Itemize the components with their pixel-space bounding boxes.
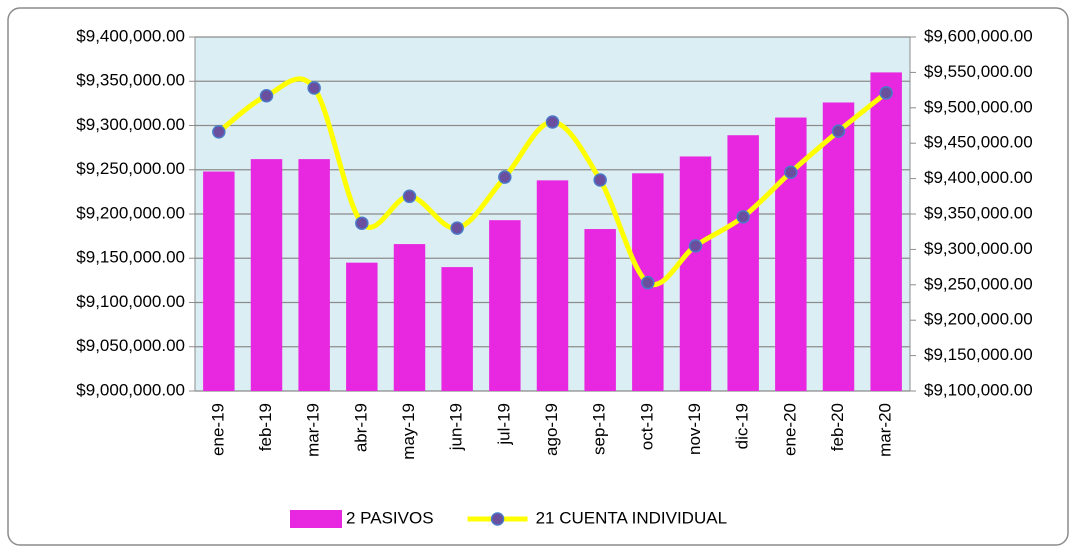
y-tick-label: $9,000,000.00 <box>76 380 185 399</box>
y2-tick-label: $9,300,000.00 <box>924 239 1033 258</box>
x-tick-label: nov-19 <box>685 403 704 455</box>
line-marker <box>688 239 703 253</box>
y-tick-label: $9,150,000.00 <box>76 248 185 267</box>
line-marker <box>402 189 417 204</box>
line-marker <box>259 89 274 103</box>
y2-tick-label: $9,250,000.00 <box>924 274 1033 293</box>
y-tick-label: $9,200,000.00 <box>76 203 185 222</box>
y2-tick-label: $9,600,000.00 <box>924 26 1033 45</box>
y-tick-label: $9,050,000.00 <box>76 336 185 355</box>
legend-swatch <box>290 510 342 528</box>
line-marker <box>736 210 750 224</box>
x-tick-label: mar-20 <box>876 403 895 457</box>
bar <box>441 267 473 391</box>
y-tick-label: $9,250,000.00 <box>76 159 185 178</box>
line-marker <box>545 115 560 129</box>
y-tick-label: $9,400,000.00 <box>76 26 185 45</box>
bar <box>679 156 712 391</box>
y2-tick-label: $9,200,000.00 <box>924 310 1033 329</box>
x-tick-label: feb-20 <box>828 403 847 451</box>
legend-label: 2 PASIVOS <box>346 508 434 527</box>
bar <box>536 180 569 391</box>
x-tick-label: may-19 <box>399 403 418 460</box>
y-tick-label: $9,300,000.00 <box>76 115 185 134</box>
bar <box>346 262 378 391</box>
y2-tick-label: $9,350,000.00 <box>924 203 1033 222</box>
legend-label: 21 CUENTA INDIVIDUAL <box>536 508 727 527</box>
line-marker <box>355 216 369 230</box>
bar <box>250 159 283 391</box>
line-marker <box>879 86 893 100</box>
bar <box>489 220 521 391</box>
bar <box>584 229 616 391</box>
line-marker <box>307 81 321 95</box>
x-tick-label: feb-19 <box>256 403 275 451</box>
x-tick-label: ene-20 <box>780 403 799 456</box>
x-tick-label: mar-19 <box>304 403 323 457</box>
line-marker <box>831 124 846 138</box>
x-tick-label: sep-19 <box>590 403 609 455</box>
y2-tick-label: $9,450,000.00 <box>924 133 1033 152</box>
y2-tick-label: $9,400,000.00 <box>924 168 1033 187</box>
y-tick-label: $9,100,000.00 <box>76 292 185 311</box>
x-tick-label: ene-19 <box>208 403 227 456</box>
y2-tick-label: $9,550,000.00 <box>924 62 1033 81</box>
y2-tick-label: $9,150,000.00 <box>924 345 1033 364</box>
line-marker <box>593 173 607 187</box>
bar <box>393 244 426 391</box>
x-tick-label: dic-19 <box>733 403 752 449</box>
y-tick-label: $9,350,000.00 <box>76 71 185 90</box>
bar <box>775 117 807 391</box>
y2-tick-label: $9,500,000.00 <box>924 97 1033 116</box>
line-marker <box>212 125 226 139</box>
x-tick-label: jul-19 <box>494 403 513 446</box>
x-tick-label: oct-19 <box>637 403 656 450</box>
line-marker <box>450 221 464 235</box>
y2-tick-label: $9,100,000.00 <box>924 380 1033 399</box>
bar <box>870 72 902 392</box>
bar <box>203 171 235 391</box>
line-marker <box>641 275 655 290</box>
bar <box>298 159 330 391</box>
bar <box>727 135 759 391</box>
bar <box>822 102 855 392</box>
x-tick-label: jun-19 <box>447 403 466 451</box>
x-tick-label: ago-19 <box>542 403 561 456</box>
line-marker <box>498 170 512 184</box>
line-marker <box>784 165 798 179</box>
x-tick-label: abr-19 <box>351 403 370 452</box>
legend-marker <box>490 512 505 526</box>
